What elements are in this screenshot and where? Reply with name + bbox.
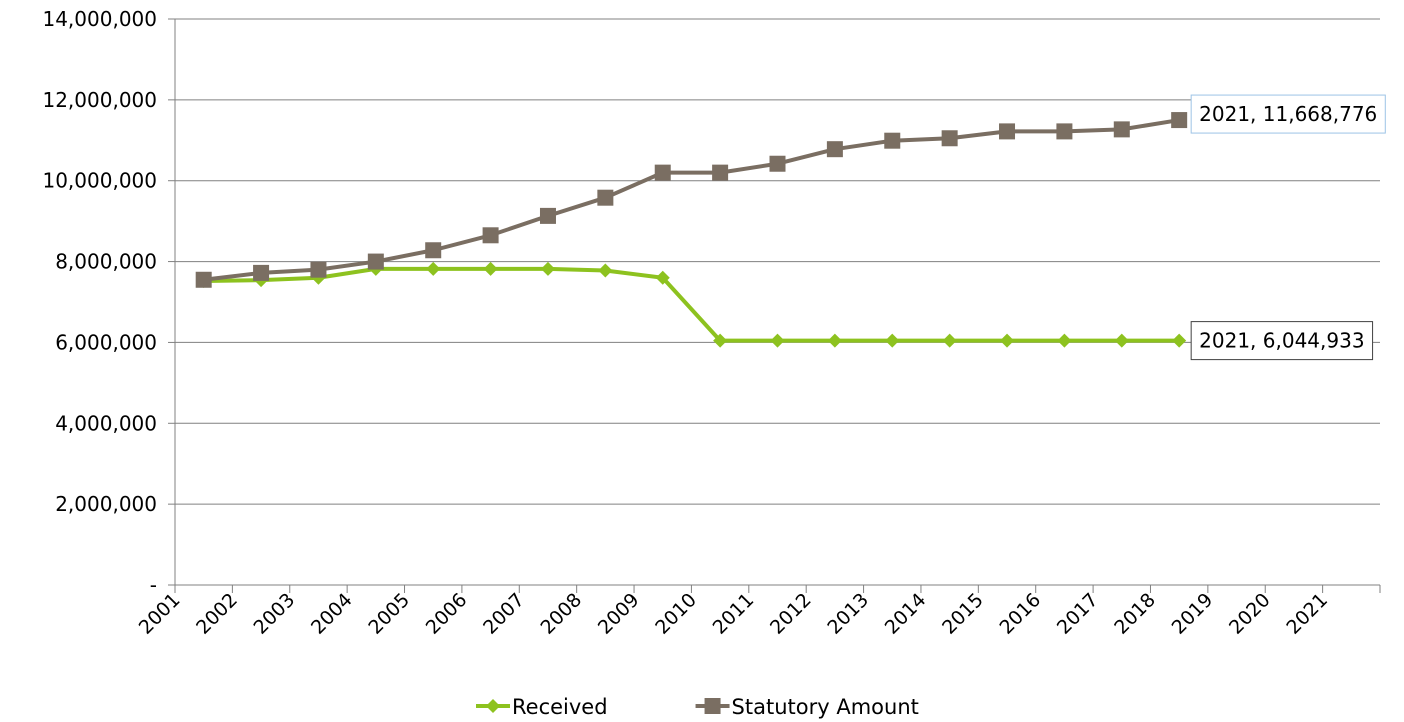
x-tick-label: 2005 <box>364 589 414 639</box>
data-point-statutory-amount <box>1113 121 1130 138</box>
x-tick-label: 2012 <box>766 589 816 639</box>
data-point-received <box>827 333 842 348</box>
data-point-received <box>1172 333 1187 348</box>
data-point-statutory-amount <box>712 164 729 181</box>
series-line-received <box>203 266 1180 343</box>
data-point-received <box>770 333 785 348</box>
x-tick-label: 2017 <box>1053 589 1103 639</box>
data-point-received <box>1057 333 1072 348</box>
data-point-statutory-amount <box>253 264 270 281</box>
y-tick-label: 6,000,000 <box>55 330 157 354</box>
data-point-statutory-amount <box>941 130 958 147</box>
data-point-statutory-amount <box>482 227 499 244</box>
data-point-received <box>1000 333 1015 348</box>
data-point-statutory-amount <box>195 271 212 288</box>
data-point-statutory-amount <box>1171 112 1188 129</box>
data-point-received <box>942 333 957 348</box>
y-tick-label: 10,000,000 <box>42 169 157 193</box>
x-tick-label: 2014 <box>881 589 931 639</box>
data-callouts: 2021, 11,668,776 2021, 6,044,933 <box>1190 94 1386 361</box>
legend-marker-statutory-amount <box>704 698 721 714</box>
data-point-received <box>885 333 900 348</box>
series-group <box>195 112 1188 348</box>
axes <box>168 18 1381 593</box>
data-point-statutory-amount <box>1056 123 1073 140</box>
x-tick-label: 2020 <box>1225 589 1275 639</box>
series-line-statutory-amount <box>203 118 1180 282</box>
x-tick-label: 2015 <box>938 589 988 639</box>
x-tick-label: 2004 <box>307 589 357 639</box>
legend-marker-received <box>486 699 500 713</box>
data-point-received <box>598 263 613 278</box>
data-point-statutory-amount <box>367 253 384 270</box>
data-point-statutory-amount <box>597 189 614 206</box>
y-tick-label: - <box>150 573 157 597</box>
x-tick-label: 2002 <box>192 589 242 639</box>
x-tick-label: 2019 <box>1168 589 1218 639</box>
x-tick-label: 2003 <box>250 589 300 639</box>
callout-label-statutory-amount: 2021, 11,668,776 <box>1199 102 1377 126</box>
x-tick-label: 2001 <box>135 589 185 639</box>
data-point-statutory-amount <box>884 132 901 149</box>
data-point-received <box>655 270 670 285</box>
data-point-received <box>1114 333 1129 348</box>
data-point-statutory-amount <box>999 123 1016 140</box>
x-tick-label: 2021 <box>1282 589 1332 639</box>
legend-label-received: Received <box>512 695 608 719</box>
y-tick-label: 4,000,000 <box>55 411 157 435</box>
x-tick-label: 2011 <box>709 589 759 639</box>
y-tick-label: 2,000,000 <box>55 492 157 516</box>
x-tick-label: 2013 <box>823 589 873 639</box>
callout-label-received: 2021, 6,044,933 <box>1199 329 1364 353</box>
data-point-statutory-amount <box>654 164 671 181</box>
data-point-received <box>426 261 441 276</box>
x-tick-label: 2016 <box>995 589 1045 639</box>
y-tick-label: 12,000,000 <box>42 88 157 112</box>
x-tick-label: 2009 <box>594 589 644 639</box>
callout-box-received <box>1190 321 1374 361</box>
x-tick-label: 2008 <box>536 589 586 639</box>
x-tick-label: 2010 <box>651 589 701 639</box>
data-point-statutory-amount <box>310 261 327 278</box>
x-tick-label: 2006 <box>422 589 472 639</box>
data-point-statutory-amount <box>826 141 843 158</box>
callout-box-statutory-amount <box>1190 94 1386 134</box>
data-point-statutory-amount <box>425 242 442 259</box>
legend-label-statutory-amount: Statutory Amount <box>732 695 919 719</box>
y-tick-label: 14,000,000 <box>42 7 157 31</box>
x-tick-label: 2007 <box>479 589 529 639</box>
data-point-received <box>540 261 555 276</box>
x-tick-label: 2018 <box>1110 589 1160 639</box>
y-axis-ticks: - 2,000,000 4,000,000 6,000,000 8,000,000 10,… <box>42 7 157 597</box>
y-tick-label: 8,000,000 <box>55 250 157 274</box>
x-axis-ticks: 2001 2002 2003 2004 2005 2006 2007 2008 2009 2010… <box>135 589 1332 639</box>
legend: Received Statutory Amount <box>476 695 919 719</box>
grid-lines <box>175 18 1380 505</box>
data-point-received <box>483 261 498 276</box>
data-point-statutory-amount <box>539 207 556 224</box>
data-point-statutory-amount <box>769 155 786 172</box>
data-point-received <box>713 333 728 348</box>
